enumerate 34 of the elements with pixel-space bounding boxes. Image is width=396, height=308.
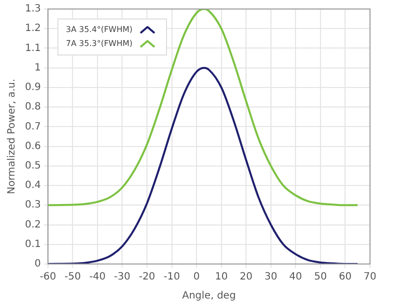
y-tick-label: 1.3 bbox=[24, 4, 41, 15]
y-tick-label: 1.2 bbox=[24, 23, 41, 34]
x-tick-label: -50 bbox=[64, 272, 81, 283]
x-tick-label: -10 bbox=[164, 272, 180, 283]
x-tick-label: 30 bbox=[264, 272, 278, 283]
y-tick-label: 0.4 bbox=[24, 180, 41, 192]
y-tick-label: 0.3 bbox=[24, 200, 41, 211]
x-tick-label: 20 bbox=[240, 272, 252, 283]
legend-label: 3A 35.4°(FWHM) bbox=[66, 25, 132, 34]
x-tick-label: 70 bbox=[364, 272, 376, 283]
y-tick-label: 0.5 bbox=[24, 160, 41, 172]
x-tick-label: -40 bbox=[89, 272, 106, 283]
x-tick-label: 40 bbox=[289, 272, 302, 283]
x-tick-label: 50 bbox=[314, 272, 327, 283]
legend-label: 7A 35.3°(FWHM) bbox=[66, 39, 132, 48]
y-tick-label: 0.1 bbox=[24, 238, 41, 250]
y-tick-label: 1 bbox=[34, 62, 41, 74]
x-tick-label: 0 bbox=[193, 272, 200, 283]
y-tick-label: 0.2 bbox=[24, 219, 41, 230]
y-tick-label: 1.1 bbox=[24, 42, 41, 54]
y-tick-label: 0.9 bbox=[24, 82, 41, 94]
y-tick-label: 0.6 bbox=[24, 140, 41, 152]
x-tick-label: -20 bbox=[138, 272, 156, 283]
y-tick-label: 0.7 bbox=[24, 121, 41, 132]
y-tick-label: 0.8 bbox=[24, 102, 41, 113]
line-series bbox=[48, 9, 359, 206]
y-axis-title: Normalized Power, a.u. bbox=[6, 78, 18, 194]
x-axis-title: Angle, deg bbox=[182, 290, 236, 302]
line-series bbox=[48, 66, 359, 264]
x-tick-label: -60 bbox=[40, 272, 56, 283]
x-tick-label: 60 bbox=[338, 272, 352, 283]
y-tick-label: 0 bbox=[34, 258, 41, 270]
x-tick-label: 10 bbox=[214, 272, 228, 283]
x-tick-label: -30 bbox=[114, 272, 130, 283]
